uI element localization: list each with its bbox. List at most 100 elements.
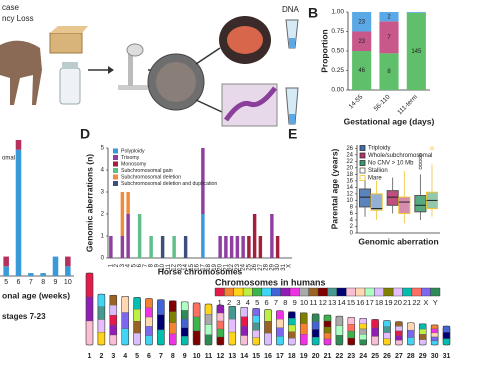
chromosome-band — [383, 320, 391, 327]
chromosome-label: 28 — [407, 353, 415, 360]
chromosome-label: 20 — [312, 353, 320, 360]
chromosome-band — [181, 327, 189, 337]
chromosome-band — [288, 338, 296, 346]
count-label: 145 — [411, 49, 422, 55]
chromosome-band — [109, 295, 117, 306]
legend-swatch — [430, 287, 441, 297]
bar-segment — [275, 236, 280, 258]
chromosome-band — [419, 323, 427, 330]
chromosome-band — [323, 332, 332, 340]
y-tick-label: 5 — [101, 146, 105, 152]
chromosome-band — [109, 334, 117, 346]
chromosome-band — [240, 325, 248, 336]
chromosome-outline — [371, 319, 379, 346]
x-tick-label: 30 — [275, 263, 281, 270]
x-tick-label: 5 — [131, 263, 137, 267]
x-tick-label: 1 — [108, 263, 114, 267]
chromosome-band — [430, 340, 439, 346]
chromosome-label: 22 — [336, 353, 344, 360]
chromosome-label: 30 — [431, 353, 439, 360]
legend-label: 8 — [283, 298, 287, 307]
bar-segment — [270, 214, 274, 258]
chromosome-band — [407, 337, 415, 346]
y-tick-label: 1 — [101, 234, 105, 240]
chromosome-band — [407, 322, 415, 331]
chromosome-band — [157, 314, 165, 331]
chromosome-band — [97, 319, 106, 333]
panel-label: D — [80, 126, 90, 142]
legend-label: Triploidy — [368, 146, 390, 152]
x-tick-label: 19 — [212, 263, 218, 270]
chromosome-outline — [430, 324, 439, 346]
panel-a-text: ncy Loss — [2, 14, 34, 23]
legend-label: 14 — [337, 298, 345, 307]
bar-segment — [65, 256, 71, 267]
bar-segment — [3, 256, 9, 267]
chromosome-band — [216, 328, 225, 338]
chromosome-band — [359, 334, 367, 340]
x-tick-label: 8 — [149, 263, 155, 267]
bar-segment — [40, 273, 46, 276]
chromosome-band — [323, 320, 332, 328]
chromosome-band — [264, 333, 272, 346]
chromosome-band — [121, 312, 129, 329]
chromosome-band — [252, 315, 260, 324]
y-axis-label: Genomic aberrations (n) — [84, 154, 94, 252]
legend-swatch — [113, 181, 118, 186]
chromosome-band — [204, 314, 213, 325]
chromosome-band — [311, 329, 320, 338]
legend-swatch — [355, 287, 366, 297]
chromosome-outline — [204, 303, 213, 346]
count-label: 8 — [387, 69, 391, 75]
chromosome-band — [371, 336, 379, 346]
chromosome-band — [323, 314, 332, 322]
chromosome-band — [395, 330, 403, 336]
x-axis-label: Horse chromosomes — [158, 266, 243, 276]
x-tick-label: 10 — [64, 279, 72, 286]
chromosome-band — [181, 301, 189, 311]
legend-label: 11 — [310, 298, 318, 307]
chromosome-label: 13 — [228, 353, 236, 360]
y-tick-label: 1.00 — [331, 9, 344, 16]
chromosome-band — [216, 336, 225, 346]
x-tick-label: 111-term — [396, 94, 419, 117]
chromosome-band — [419, 328, 427, 335]
legend-label: 13 — [328, 298, 336, 307]
bar-segment — [352, 12, 372, 32]
y-tick-label: 22 — [346, 159, 353, 165]
chromosome-band — [300, 323, 308, 335]
chromosome-band — [347, 323, 355, 332]
chromosome-band — [109, 314, 117, 326]
chromosome-band — [145, 298, 153, 308]
legend-label: 6 — [264, 298, 268, 307]
chromosome-band — [395, 326, 403, 332]
legend-swatch — [383, 287, 394, 297]
x-tick-label: 28 — [264, 263, 270, 270]
panel-c-text: omal — [2, 156, 15, 162]
box — [386, 190, 399, 206]
legend-swatch — [113, 174, 118, 180]
bar-segment — [183, 236, 188, 258]
legend-label: Subchromosomal gain — [121, 168, 173, 174]
bar-segment — [160, 236, 165, 258]
chromosome-band — [216, 304, 225, 314]
x-tick-label: 14 — [183, 263, 189, 270]
chromosome-band — [97, 306, 106, 320]
x-axis-label: onal age (weeks) — [2, 290, 70, 300]
chromosome-band — [335, 315, 344, 326]
chromosome-band — [181, 318, 189, 328]
chromosome-band — [181, 310, 189, 320]
chromosome-band — [395, 340, 403, 346]
y-tick-label: 24 — [346, 152, 353, 158]
dna-label: DNA — [282, 5, 300, 14]
bar-segment — [235, 236, 240, 258]
bar-segment — [52, 256, 59, 276]
y-tick-label: 18 — [346, 172, 353, 178]
chromosome-outline — [216, 304, 225, 346]
chromosome-band — [359, 323, 367, 330]
chromosome-band — [442, 338, 451, 346]
panel-a-text: case — [2, 3, 19, 12]
chromosome-band — [311, 321, 320, 330]
chromosome-label: 23 — [347, 353, 355, 360]
